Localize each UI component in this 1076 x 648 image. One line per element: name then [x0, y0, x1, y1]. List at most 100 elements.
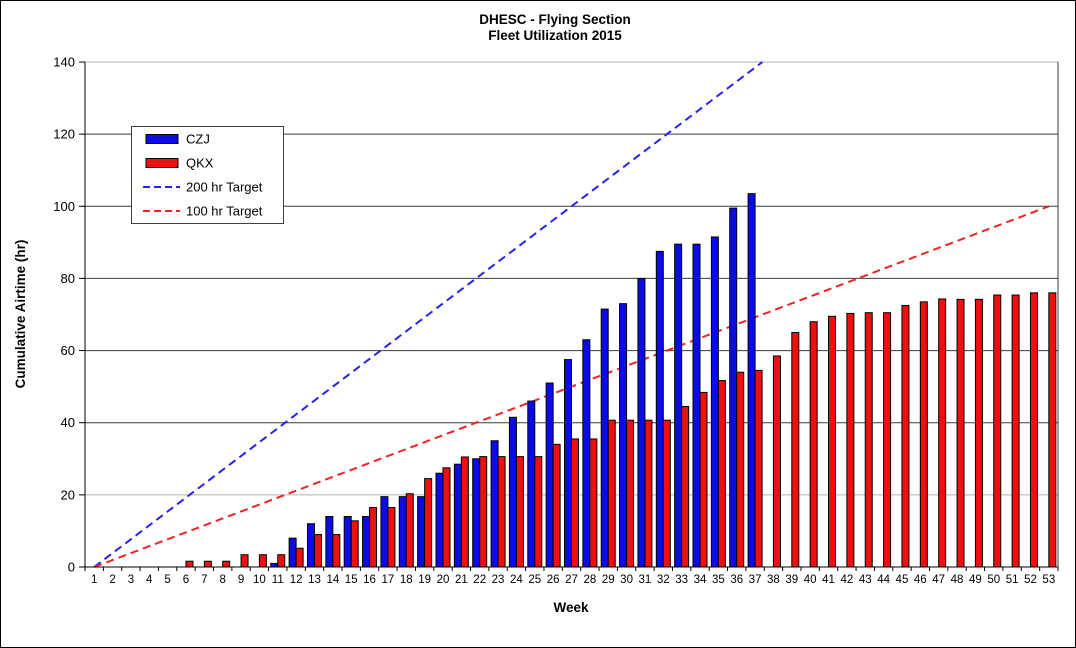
x-tick-label-7: 7 — [201, 574, 207, 586]
x-tick-label-16: 16 — [363, 574, 376, 586]
qkx-bar-week-42 — [846, 312, 855, 568]
czj-bar-week-21 — [453, 463, 462, 568]
target-100-legend-label: 100 hr Target — [186, 204, 263, 219]
czj-bar-week-32 — [655, 250, 664, 568]
qkx-bar-week-50 — [993, 294, 1002, 568]
qkx-bar-week-12 — [295, 547, 304, 568]
y-tick-label-60: 60 — [61, 343, 75, 358]
qkx-bar-week-16 — [369, 506, 378, 568]
qkx-bar-week-25 — [534, 456, 543, 568]
x-tick-label-49: 49 — [969, 574, 982, 586]
y-tick-label-100: 100 — [53, 199, 75, 214]
x-tick-label-45: 45 — [896, 574, 909, 586]
qkx-bar-week-53 — [1048, 292, 1057, 568]
czj-bar-week-23 — [490, 440, 499, 568]
qkx-bar-week-30 — [626, 419, 635, 568]
x-tick-label-48: 48 — [951, 574, 964, 586]
target-200-legend-label: 200 hr Target — [186, 180, 263, 195]
qkx-bar-week-22 — [479, 456, 488, 568]
qkx-bar-week-14 — [332, 534, 341, 568]
czj-bar-week-27 — [564, 359, 572, 568]
x-tick-label-38: 38 — [767, 574, 780, 586]
y-tick-label-40: 40 — [61, 415, 75, 430]
x-tick-label-35: 35 — [712, 574, 725, 586]
x-tick-label-22: 22 — [473, 574, 486, 586]
czj-bar-week-15 — [343, 516, 352, 568]
qkx-bar-week-28 — [589, 438, 598, 568]
x-tick-label-34: 34 — [694, 574, 707, 586]
x-tick-label-17: 17 — [382, 574, 395, 586]
qkx-bar-week-34 — [699, 391, 708, 568]
x-tick-label-19: 19 — [418, 574, 431, 586]
qkx-bar-week-33 — [681, 405, 690, 568]
x-tick-label-46: 46 — [914, 574, 927, 586]
x-tick-label-36: 36 — [730, 574, 743, 586]
x-tick-label-47: 47 — [932, 574, 945, 586]
qkx-bar-week-40 — [809, 321, 818, 568]
qkx-bar-week-10 — [258, 554, 267, 568]
czj-legend-label: CZJ — [186, 132, 210, 147]
qkx-bar-week-8 — [222, 560, 231, 568]
qkx-bar-week-36 — [736, 371, 745, 568]
qkx-bar-week-27 — [571, 438, 579, 568]
x-tick-label-44: 44 — [877, 574, 890, 586]
x-tick-label-40: 40 — [804, 574, 817, 586]
qkx-bar-week-43 — [864, 312, 873, 568]
x-tick-label-3: 3 — [128, 574, 134, 586]
qkx-bar-week-35 — [717, 380, 726, 568]
qkx-legend-label: QKX — [186, 156, 214, 171]
x-tick-label-37: 37 — [749, 574, 762, 586]
x-tick-label-13: 13 — [308, 574, 321, 586]
qkx-bar-week-20 — [442, 467, 451, 568]
x-axis-title: Week — [553, 600, 589, 615]
qkx-bar-week-49 — [974, 298, 983, 568]
qkx-bar-week-6 — [185, 560, 194, 568]
qkx-bar-week-38 — [772, 355, 781, 568]
x-tick-label-53: 53 — [1042, 574, 1055, 586]
x-tick-label-30: 30 — [620, 574, 633, 586]
x-tick-label-1: 1 — [91, 574, 97, 586]
czj-bar-week-24 — [508, 416, 517, 568]
x-tick-label-21: 21 — [455, 574, 468, 586]
qkx-bar-week-23 — [497, 456, 506, 568]
czj-bar-week-11 — [270, 562, 279, 568]
x-tick-label-2: 2 — [109, 574, 115, 586]
chart-subtitle: Fleet Utilization 2015 — [488, 28, 622, 43]
x-tick-label-32: 32 — [657, 574, 670, 586]
x-tick-label-9: 9 — [238, 574, 244, 586]
czj-bar-week-33 — [674, 243, 683, 568]
czj-bar-week-25 — [527, 400, 536, 568]
czj-bar-week-34 — [692, 243, 701, 568]
x-tick-label-52: 52 — [1024, 574, 1037, 586]
y-tick-label-140: 140 — [53, 55, 75, 70]
qkx-bar-week-46 — [919, 301, 928, 568]
y-tick-label-20: 20 — [61, 487, 75, 502]
legend: CZJ QKX 200 hr Target 100 hr Target — [131, 126, 284, 224]
czj-bar-week-22 — [472, 458, 481, 568]
x-tick-label-24: 24 — [510, 574, 523, 586]
qkx-bar-week-39 — [791, 332, 800, 568]
czj-bar-week-28 — [582, 339, 591, 568]
x-tick-label-50: 50 — [987, 574, 1000, 586]
qkx-bar-week-19 — [424, 478, 433, 568]
qkx-bar-week-13 — [313, 534, 322, 568]
y-tick-label-120: 120 — [53, 127, 75, 142]
czj-bar-week-13 — [306, 523, 315, 568]
x-tick-label-31: 31 — [639, 574, 652, 586]
qkx-bar-week-11 — [277, 554, 286, 568]
qkx-bar-week-41 — [828, 315, 837, 568]
x-tick-label-10: 10 — [253, 574, 266, 586]
qkx-bar-week-21 — [460, 456, 469, 568]
qkx-bar-week-51 — [1011, 294, 1020, 568]
x-tick-label-23: 23 — [492, 574, 505, 586]
czj-bar-week-26 — [545, 382, 554, 568]
x-tick-label-51: 51 — [1006, 574, 1019, 586]
czj-bar-week-14 — [325, 516, 334, 568]
x-tick-label-12: 12 — [290, 574, 303, 586]
x-tick-label-41: 41 — [822, 574, 835, 586]
qkx-bar-week-44 — [883, 312, 892, 568]
qkx-bar-week-45 — [901, 304, 910, 568]
